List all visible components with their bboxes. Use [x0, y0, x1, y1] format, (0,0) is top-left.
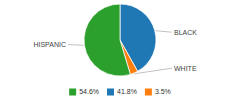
- legend-item: 3.5%: [145, 88, 171, 95]
- leader-line: [134, 68, 172, 74]
- legend-swatch: [145, 89, 152, 96]
- leader-line: [156, 31, 172, 33]
- slice-label: WHITE: [174, 65, 197, 72]
- legend-label: 41.8%: [117, 88, 137, 95]
- legend-item: 54.6%: [69, 88, 99, 95]
- chart: BLACK WHITE HISPANIC 54.6% 41.8% 3.5%: [0, 0, 240, 100]
- legend-label: 54.6%: [79, 88, 99, 95]
- pie: [84, 4, 156, 76]
- legend-item: 41.8%: [107, 88, 137, 95]
- slice-labels: BLACK WHITE HISPANIC: [33, 29, 197, 74]
- legend-label: 3.5%: [155, 88, 171, 95]
- pie-slice: [84, 4, 130, 76]
- legend: 54.6% 41.8% 3.5%: [69, 88, 171, 95]
- legend-swatch: [107, 89, 114, 96]
- slice-label: HISPANIC: [33, 41, 66, 48]
- leader-line: [68, 44, 84, 46]
- slice-label: BLACK: [174, 29, 197, 36]
- legend-swatch: [69, 89, 76, 96]
